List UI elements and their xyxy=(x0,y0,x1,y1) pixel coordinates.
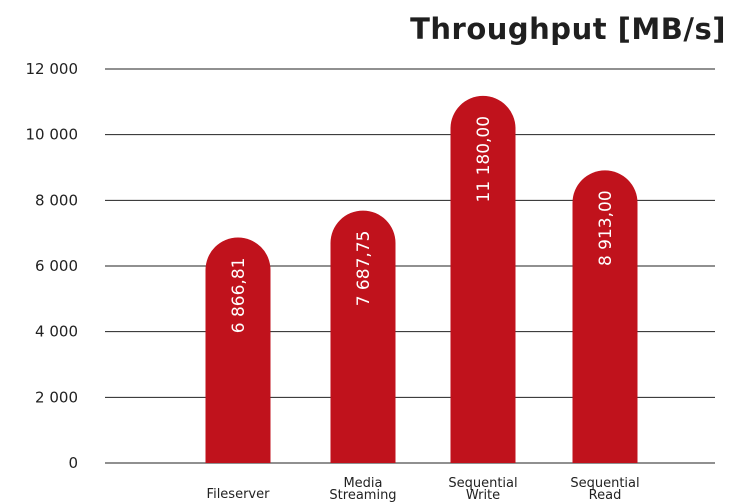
y-tick-label: 12 000 xyxy=(26,60,79,78)
bar xyxy=(330,210,396,463)
x-category-label: Sequential Read xyxy=(570,476,639,502)
bar xyxy=(572,170,638,463)
bar-value-label: 6 866,81 xyxy=(229,258,249,334)
y-tick-label: 6 000 xyxy=(35,257,78,275)
y-tick-label: 2 000 xyxy=(35,388,78,406)
x-category-label: Fileserver xyxy=(207,487,271,502)
y-tick-label: 4 000 xyxy=(35,323,78,341)
chart-title: Throughput [MB/s] xyxy=(410,12,726,46)
bar-value-label: 7 687,75 xyxy=(354,231,374,307)
y-tick-label: 0 xyxy=(68,454,78,472)
bar xyxy=(450,95,516,463)
bars xyxy=(205,95,638,463)
y-tick-label: 8 000 xyxy=(35,191,78,209)
labels: 0 2 000 4 000 6 000 8 000 10 000 12 000 6 866,8… xyxy=(26,60,640,502)
bar-value-label: 11 180,00 xyxy=(474,116,494,203)
y-tick-label: 10 000 xyxy=(26,126,79,144)
bar-value-label: 8 913,00 xyxy=(596,190,616,266)
x-category-label: Sequential Write xyxy=(448,476,517,502)
bar xyxy=(205,237,271,463)
x-category-label: Media Streaming xyxy=(329,476,396,502)
